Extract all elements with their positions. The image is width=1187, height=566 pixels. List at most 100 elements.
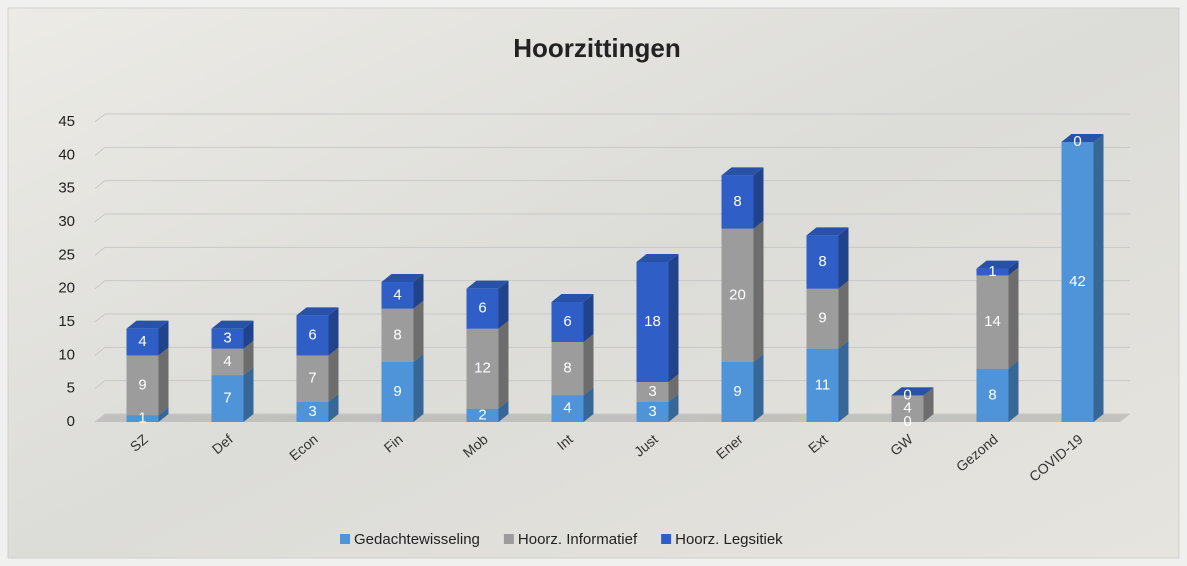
data-label: 8: [818, 253, 826, 270]
bar-segment: [211, 320, 254, 349]
bar-side: [1008, 267, 1019, 369]
bar-segment: [806, 280, 849, 349]
legend-label: Hoorz. Informatief: [518, 531, 638, 548]
bar-side: [583, 334, 594, 396]
bar-front: [636, 262, 669, 382]
bar-front: [296, 402, 329, 422]
bar-top: [466, 280, 509, 289]
data-label: 7: [223, 390, 231, 407]
bar-front: [891, 395, 924, 422]
bar-side: [753, 354, 764, 422]
bar-front: [976, 275, 1009, 369]
data-label: 9: [733, 383, 741, 400]
legend-swatch: [503, 534, 514, 544]
y-tick-label: 5: [67, 380, 75, 397]
bar-segment: [721, 220, 764, 362]
data-label: 42: [1069, 273, 1086, 290]
data-label: 8: [393, 326, 401, 343]
data-label: 4: [138, 333, 146, 350]
bar-front: [976, 368, 1009, 422]
bar-front: [551, 302, 584, 342]
data-label: 1: [988, 263, 996, 280]
bar-side: [498, 400, 509, 422]
grid-line: [94, 280, 1130, 290]
bar-side: [158, 407, 169, 422]
bar-side: [158, 320, 169, 356]
bar-side: [328, 347, 339, 402]
bar-segment: [1061, 134, 1104, 142]
y-tick-label: 45: [58, 113, 75, 130]
grid-line: [94, 413, 1130, 423]
grid-line: [94, 246, 1130, 256]
data-label: 0: [903, 386, 911, 403]
data-label: 8: [988, 386, 996, 403]
bar-front: [381, 362, 414, 422]
grid-line: [94, 213, 1130, 223]
bar-side: [158, 347, 169, 416]
data-label: 4: [563, 400, 571, 417]
bar-front: [636, 382, 669, 402]
data-label: 12: [474, 360, 491, 377]
bar-top: [636, 254, 679, 262]
grid-line: [94, 113, 1130, 123]
floor: [95, 414, 1130, 422]
bar-front: [806, 235, 839, 289]
y-tick-label: 20: [58, 280, 75, 297]
data-label: 8: [563, 360, 571, 377]
bar-side: [583, 294, 594, 342]
data-label: 18: [644, 313, 661, 330]
bar-segment: [296, 307, 339, 356]
data-label: 9: [818, 310, 826, 327]
bar-segment: [211, 367, 254, 422]
bar-top: [126, 320, 169, 329]
data-label: 3: [648, 403, 656, 420]
data-label: 9: [393, 383, 401, 400]
bar-side: [668, 254, 679, 382]
bar-segment: [126, 347, 169, 416]
bar-front: [211, 328, 244, 349]
bar-side: [753, 167, 764, 229]
bar-front: [1061, 142, 1094, 422]
bar-side: [243, 367, 254, 422]
bar-front: [211, 375, 244, 422]
data-label: 20: [729, 286, 746, 303]
bar-side: [243, 320, 254, 349]
bar-segment: [976, 260, 1019, 276]
bar-segment: [1061, 134, 1104, 422]
bar-segment: [381, 300, 424, 362]
bar-front: [636, 402, 669, 422]
grid-line: [94, 313, 1130, 323]
bar-side: [838, 280, 849, 349]
bar-segment: [891, 387, 934, 396]
bar-front: [721, 175, 754, 229]
bar-side: [838, 227, 849, 289]
bar-side: [243, 340, 254, 376]
data-label: 4: [393, 286, 401, 303]
bar-front: [466, 408, 499, 422]
legend-label: Gedachtewisseling: [354, 531, 480, 548]
bar-side: [413, 300, 424, 362]
data-label: 2: [478, 406, 486, 423]
data-label: 4: [903, 400, 911, 417]
grid-line: [94, 346, 1130, 356]
bar-front: [381, 282, 414, 309]
bar-side: [1093, 134, 1104, 422]
legend-swatch: [340, 534, 350, 544]
data-label: 7: [308, 370, 316, 387]
bar-side: [1008, 260, 1019, 276]
bar-top: [721, 167, 764, 176]
bar-top: [381, 274, 424, 282]
bar-front: [466, 288, 499, 329]
bar-segment: [891, 387, 934, 422]
bar-segment: [126, 320, 169, 356]
bar-front: [806, 288, 839, 349]
bar-front: [466, 328, 499, 409]
bar-side: [413, 354, 424, 422]
grid-line: [94, 180, 1130, 190]
bar-top: [551, 294, 594, 302]
bar-top: [296, 307, 339, 316]
data-label: 3: [223, 330, 231, 347]
bar-side: [328, 307, 339, 356]
bar-side: [498, 320, 509, 409]
